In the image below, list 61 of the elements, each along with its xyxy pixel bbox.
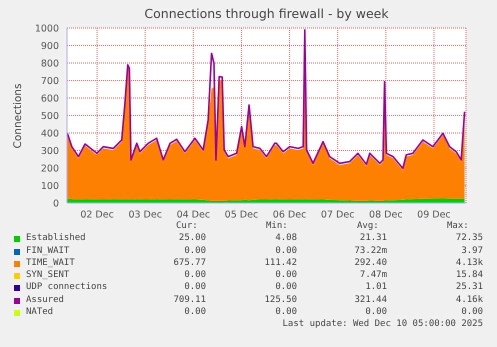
text: 7.47m (360, 270, 387, 280)
x-tick-label: 05 Dec (224, 210, 258, 221)
text: 0.00 (275, 307, 297, 318)
x-tick-label: 02 Dec (80, 210, 114, 221)
x-tick-label: 08 Dec (369, 210, 403, 221)
text: 72.35 (456, 233, 483, 244)
x-tick-label: 07 Dec (320, 210, 354, 221)
text: 0.00 (184, 282, 206, 292)
text: 4.13k (456, 258, 483, 268)
text: 0.00 (275, 270, 297, 280)
y-tick-label: 300 (40, 146, 59, 157)
text: 0.00 (461, 307, 483, 318)
y-tick-label: 600 (40, 93, 59, 104)
x-tick-label: 03 Dec (128, 210, 162, 221)
legend-label: Established (26, 233, 86, 244)
text: 25.00 (178, 233, 206, 244)
x-tick-label: 04 Dec (176, 210, 210, 221)
text: 292.40 (354, 258, 387, 268)
y-axis-title: Connections (12, 84, 24, 148)
x-tick-label: 09 Dec (417, 210, 451, 221)
text: 709.11 (173, 294, 206, 305)
text: 0.00 (184, 307, 206, 318)
y-tick-label: 0 (52, 198, 59, 210)
y-tick-label: 700 (40, 76, 59, 87)
y-tick-label: 400 (40, 128, 59, 140)
text: 675.77 (173, 258, 206, 268)
text: 0.00 (184, 246, 206, 256)
text: 0.00 (184, 270, 206, 280)
legend-label: NATed (26, 307, 54, 318)
text: Min: (266, 221, 288, 231)
legend-label: TIME_WAIT (26, 258, 75, 268)
x-tick-label: 06 Dec (272, 210, 306, 221)
text: 321.44 (354, 294, 387, 305)
y-tick-label: 800 (40, 58, 59, 70)
text: 0.00 (275, 246, 297, 256)
legend-label: FIN_WAIT (26, 246, 70, 256)
text: 4.08 (275, 233, 297, 244)
text: 1.01 (365, 282, 387, 292)
y-tick-label: 500 (40, 110, 59, 122)
text: 25.31 (456, 282, 483, 292)
text: 0.00 (365, 307, 387, 318)
legend-label: Assured (26, 294, 64, 305)
text: Max: (447, 221, 469, 231)
text: 4.16k (456, 294, 483, 305)
text: 0.00 (275, 282, 297, 292)
text: Last update: Wed Dec 10 05:00:00 2025 (282, 319, 483, 330)
text: Avg: (357, 221, 379, 231)
text: 73.22m (354, 246, 387, 256)
legend-label: SYN_SENT (26, 270, 70, 280)
text: Cur: (176, 221, 198, 231)
y-tick-label: 100 (40, 180, 59, 192)
text: 125.50 (264, 294, 297, 305)
y-tick-label: 200 (40, 163, 59, 174)
text: 21.31 (360, 233, 387, 244)
text: 15.84 (456, 270, 483, 280)
y-tick-label: 900 (40, 40, 59, 52)
y-tick-label: 1000 (34, 23, 59, 34)
legend-label: UDP connections (26, 282, 108, 292)
text: 111.42 (264, 258, 297, 268)
text: 3.97 (461, 246, 483, 256)
chart-title: Connections through firewall - by week (143, 6, 390, 21)
